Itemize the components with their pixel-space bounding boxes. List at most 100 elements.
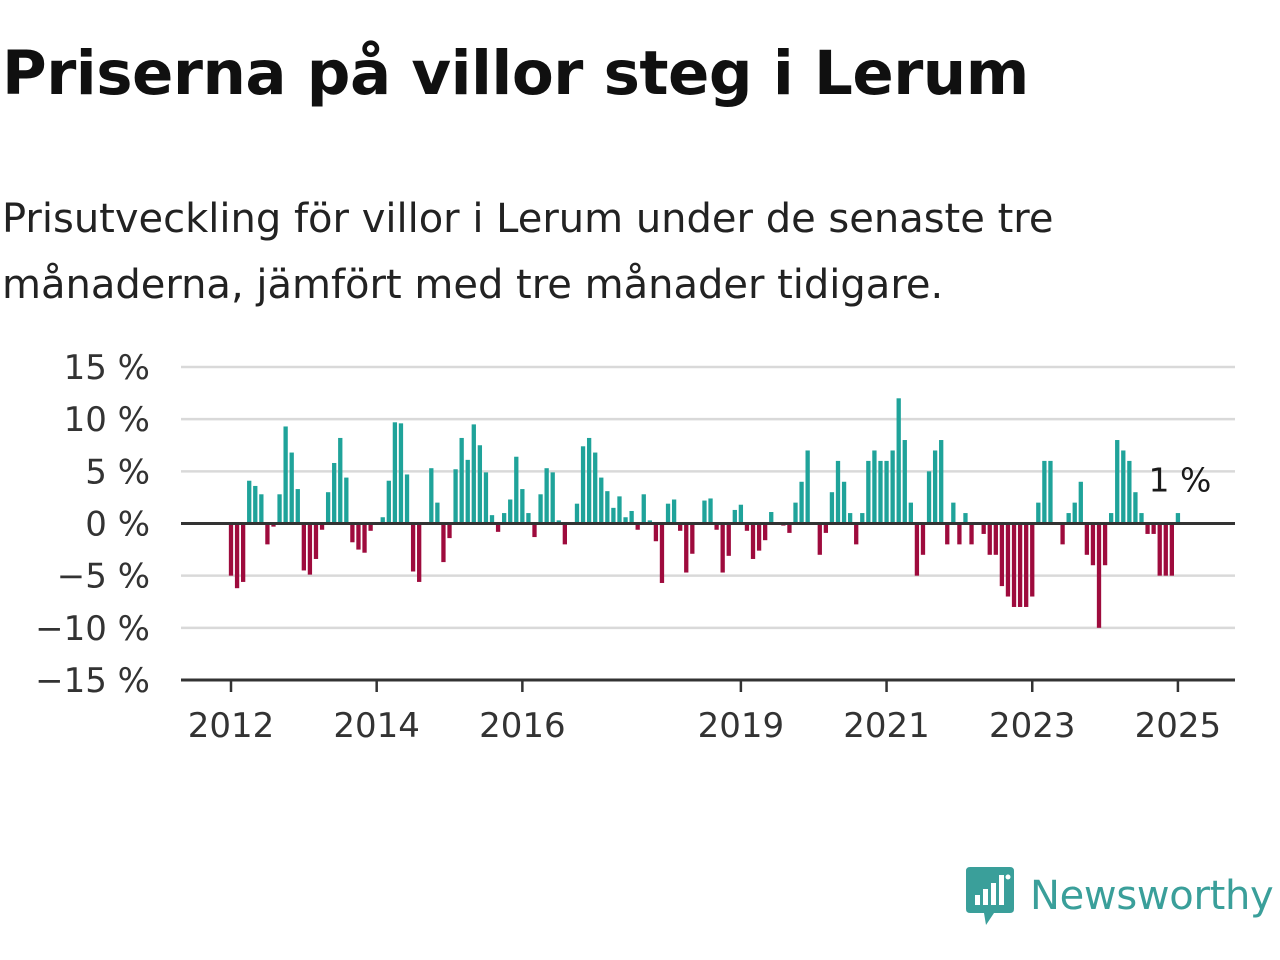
bar (750, 523, 756, 559)
bar (313, 523, 319, 559)
x-tick-label: 2023 (989, 706, 1076, 746)
y-tick-label: 5 % (85, 452, 150, 492)
bar (495, 523, 501, 532)
bar (920, 523, 926, 555)
bar (1005, 523, 1011, 597)
bar (489, 515, 495, 524)
bar (957, 523, 962, 545)
bar (714, 523, 719, 530)
bar (356, 523, 361, 550)
bar (884, 460, 889, 524)
bar (338, 437, 343, 524)
bar (1169, 523, 1174, 576)
brand-name: Newsworthy (1030, 873, 1274, 919)
bar (1121, 450, 1126, 524)
bar (228, 523, 234, 576)
x-tick-label: 2021 (843, 706, 930, 746)
bar (514, 456, 519, 524)
bar (247, 480, 252, 524)
bar (1042, 460, 1047, 524)
bar (793, 502, 798, 524)
bar (629, 510, 634, 524)
y-tick-label: 0 % (85, 505, 150, 545)
bar (623, 517, 628, 524)
bar (1102, 523, 1108, 566)
axes (181, 522, 1235, 692)
y-tick-label: −10 % (35, 609, 150, 649)
bar (586, 437, 592, 524)
bar (671, 499, 677, 524)
bar (690, 523, 695, 554)
bar (550, 472, 555, 524)
bar (544, 468, 549, 524)
bar (1060, 523, 1065, 545)
bar (659, 523, 665, 583)
bar (665, 503, 671, 524)
bar (1157, 523, 1162, 576)
bar (441, 523, 446, 563)
bar (993, 523, 998, 555)
bar (1151, 523, 1156, 534)
x-tick-label: 2012 (188, 706, 275, 746)
bar (465, 459, 470, 524)
bar (538, 494, 543, 524)
y-tick-label: −5 % (57, 557, 150, 597)
bar (835, 460, 841, 524)
bar (301, 523, 306, 571)
bar (325, 492, 331, 524)
bar (854, 523, 859, 545)
bar (890, 450, 895, 524)
bar (580, 446, 586, 524)
bar (1127, 460, 1132, 524)
bar (945, 523, 950, 545)
bar (1036, 502, 1041, 524)
tick-labels: 15 % 10 % 5 % 0 % −5 % −10 % −15 % 2012 2014 2016… (35, 348, 1221, 746)
bar (799, 481, 804, 524)
bar (289, 452, 294, 524)
y-tick-label: −15 % (35, 661, 150, 701)
bar (678, 523, 683, 531)
bar (756, 523, 762, 551)
bar (708, 498, 713, 524)
bar (532, 523, 537, 538)
y-tick-label: 10 % (64, 400, 150, 440)
bar (926, 471, 932, 524)
bar (805, 450, 810, 524)
bar (277, 494, 282, 524)
bar (483, 472, 489, 524)
bar (1175, 513, 1181, 524)
bar (265, 523, 270, 545)
x-tick-label: 2014 (333, 706, 420, 746)
bar (435, 502, 440, 524)
y-tick-label: 15 % (64, 348, 150, 388)
bar (234, 523, 240, 589)
bar (1030, 523, 1035, 597)
bar (987, 523, 992, 555)
bar (932, 450, 938, 524)
bar (1078, 481, 1083, 524)
bar (841, 481, 847, 524)
bar (253, 485, 258, 524)
bar (611, 507, 616, 524)
bar (1090, 523, 1096, 566)
bar (259, 494, 264, 524)
bar (787, 523, 792, 533)
bar (817, 523, 822, 555)
bar (647, 520, 652, 524)
grid-lines (181, 365, 1235, 630)
bar (969, 523, 974, 545)
bar (823, 523, 829, 533)
bar (963, 513, 968, 524)
bar (380, 517, 385, 524)
bar (477, 445, 483, 524)
bar (344, 477, 349, 524)
bar (684, 523, 689, 573)
bar (872, 450, 877, 524)
bar (319, 523, 325, 530)
bar (732, 509, 737, 524)
bar (392, 422, 398, 524)
bar (1072, 502, 1077, 524)
bar (1133, 492, 1138, 524)
bar (240, 523, 246, 582)
bar (744, 523, 750, 531)
